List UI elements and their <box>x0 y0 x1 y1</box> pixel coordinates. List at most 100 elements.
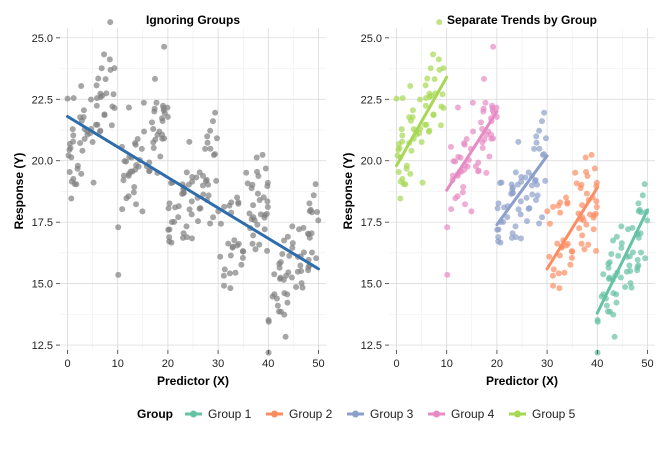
data-point <box>512 169 519 176</box>
data-point <box>573 180 580 187</box>
data-point <box>183 223 190 230</box>
data-point <box>556 285 563 292</box>
data-point <box>555 270 562 277</box>
data-point <box>157 153 164 160</box>
data-point <box>282 333 289 340</box>
data-point <box>568 254 575 261</box>
data-point <box>579 202 586 209</box>
data-point <box>497 180 504 187</box>
data-point <box>542 135 549 142</box>
data-point <box>196 169 203 176</box>
x-tick-label: 40 <box>591 358 603 370</box>
data-point <box>193 174 200 181</box>
data-point <box>74 162 81 169</box>
data-point <box>489 105 496 112</box>
data-point <box>593 198 600 205</box>
data-point <box>300 249 307 256</box>
legend-swatch-point <box>514 410 521 418</box>
data-point <box>613 291 620 298</box>
y-tick-label: 12.5 <box>361 340 382 352</box>
x-tick-label: 50 <box>312 358 324 370</box>
data-point <box>610 237 617 244</box>
y-tick-label: 12.5 <box>32 340 53 352</box>
x-tick-label: 10 <box>441 358 453 370</box>
x-tick-label: 10 <box>112 358 124 370</box>
data-point <box>221 266 228 273</box>
data-point <box>188 198 195 205</box>
data-point <box>274 302 281 309</box>
data-point <box>150 126 157 133</box>
data-point <box>175 214 182 221</box>
data-point <box>557 209 564 216</box>
data-point <box>161 43 168 50</box>
data-point <box>313 255 320 262</box>
data-point <box>305 264 312 271</box>
data-point <box>97 93 104 100</box>
data-point <box>93 82 100 89</box>
x-tick-label: 20 <box>162 358 174 370</box>
y-tick-label: 25.0 <box>32 33 53 45</box>
data-point <box>64 95 71 102</box>
y-tick-label: 22.5 <box>361 94 382 106</box>
data-point <box>644 217 651 224</box>
data-point <box>594 318 601 325</box>
y-tick-label: 20.0 <box>32 156 53 168</box>
data-point <box>289 240 296 247</box>
data-point <box>79 147 86 154</box>
data-point <box>408 147 415 154</box>
data-point <box>400 180 407 187</box>
data-point <box>149 119 156 126</box>
data-point <box>261 214 268 221</box>
data-point <box>539 152 546 159</box>
data-point <box>69 126 76 133</box>
data-point <box>186 138 193 145</box>
data-point <box>221 203 228 210</box>
data-point <box>271 291 278 298</box>
y-axis-title-left: Response (Y) <box>12 153 26 230</box>
data-point <box>255 173 262 180</box>
data-point <box>250 232 257 239</box>
data-point <box>627 280 634 287</box>
data-point <box>444 224 451 231</box>
data-point <box>642 255 649 262</box>
data-point <box>461 201 468 208</box>
data-point <box>140 99 147 106</box>
data-point <box>581 246 588 253</box>
data-point <box>480 75 487 82</box>
data-point <box>111 65 118 72</box>
data-point <box>554 240 561 247</box>
data-point <box>70 132 77 139</box>
data-point <box>525 205 532 212</box>
data-point <box>161 110 168 117</box>
data-point <box>517 198 524 205</box>
data-point <box>425 128 432 135</box>
trend-line-group-4 <box>445 110 499 192</box>
data-point <box>310 192 317 199</box>
data-point <box>549 272 556 279</box>
data-point <box>220 282 227 289</box>
panel-title-right: Separate Trends by Group <box>447 13 597 27</box>
data-point <box>283 272 290 279</box>
data-point <box>512 234 519 241</box>
data-point <box>522 174 529 181</box>
data-point <box>229 244 236 251</box>
data-point <box>87 96 94 103</box>
data-point <box>618 223 625 230</box>
data-point <box>478 119 485 126</box>
data-point <box>294 268 301 275</box>
data-point <box>495 226 502 233</box>
data-point <box>78 170 85 177</box>
x-axis-title-left: Predictor (X) <box>157 374 229 388</box>
data-point <box>217 253 224 260</box>
data-point <box>604 308 611 315</box>
data-point <box>231 237 238 244</box>
data-point <box>289 223 296 230</box>
data-point <box>315 217 322 224</box>
data-point <box>196 205 203 212</box>
data-point <box>472 163 479 170</box>
data-point <box>481 136 488 143</box>
x-tick-label: 30 <box>541 358 553 370</box>
data-point <box>103 90 110 97</box>
data-point <box>600 271 607 278</box>
x-axis-title-right: Predictor (X) <box>486 374 558 388</box>
